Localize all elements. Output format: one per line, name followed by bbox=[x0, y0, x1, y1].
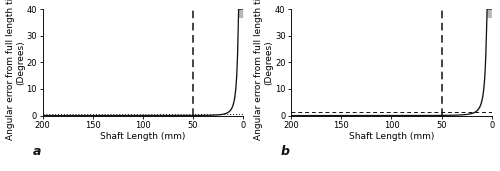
Text: a: a bbox=[32, 145, 41, 158]
X-axis label: Shaft Length (mm): Shaft Length (mm) bbox=[349, 131, 434, 141]
Y-axis label: Angular error from full length tibia
(Degrees): Angular error from full length tibia (De… bbox=[6, 0, 25, 140]
X-axis label: Shaft Length (mm): Shaft Length (mm) bbox=[100, 131, 186, 141]
Text: b: b bbox=[281, 145, 290, 158]
Y-axis label: Angular error from full length tibia
(Degrees): Angular error from full length tibia (De… bbox=[254, 0, 274, 140]
